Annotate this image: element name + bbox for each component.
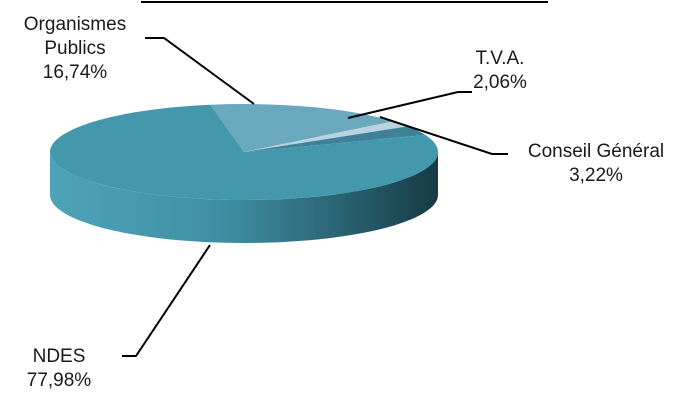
pie-side-wall	[50, 152, 438, 243]
pie-slice-t-v-a-	[244, 121, 408, 152]
slice-label-ndes: NDES 77,98%	[0, 345, 118, 393]
leader-conseil-general	[379, 116, 508, 155]
leader-tva	[347, 91, 472, 119]
label-line-2: Publics	[44, 38, 106, 59]
value-text: 3,22%	[569, 165, 623, 186]
pie-slice-conseil-g-n-ral	[244, 126, 426, 152]
slice-label-conseil-general: Conseil Général 3,22%	[509, 140, 683, 188]
label-line-1: NDES	[32, 346, 86, 367]
pie-slice-ndes	[50, 104, 439, 201]
label-line-1: Conseil Général	[527, 141, 665, 162]
value-text: 77,98%	[26, 370, 92, 391]
label-line-1: T.V.A.	[475, 48, 525, 69]
pie-slice-organismes-publics	[210, 104, 394, 152]
value-text: 2,06%	[473, 72, 527, 93]
label-line-1: Organismes	[23, 14, 127, 35]
leader-organismes-publics	[145, 37, 255, 105]
value-text: 16,74%	[42, 62, 108, 83]
slice-label-organismes-publics: Organismes Publics 16,74%	[2, 13, 148, 85]
leader-ndes	[122, 244, 211, 357]
slice-label-tva: T.V.A. 2,06%	[458, 47, 542, 95]
